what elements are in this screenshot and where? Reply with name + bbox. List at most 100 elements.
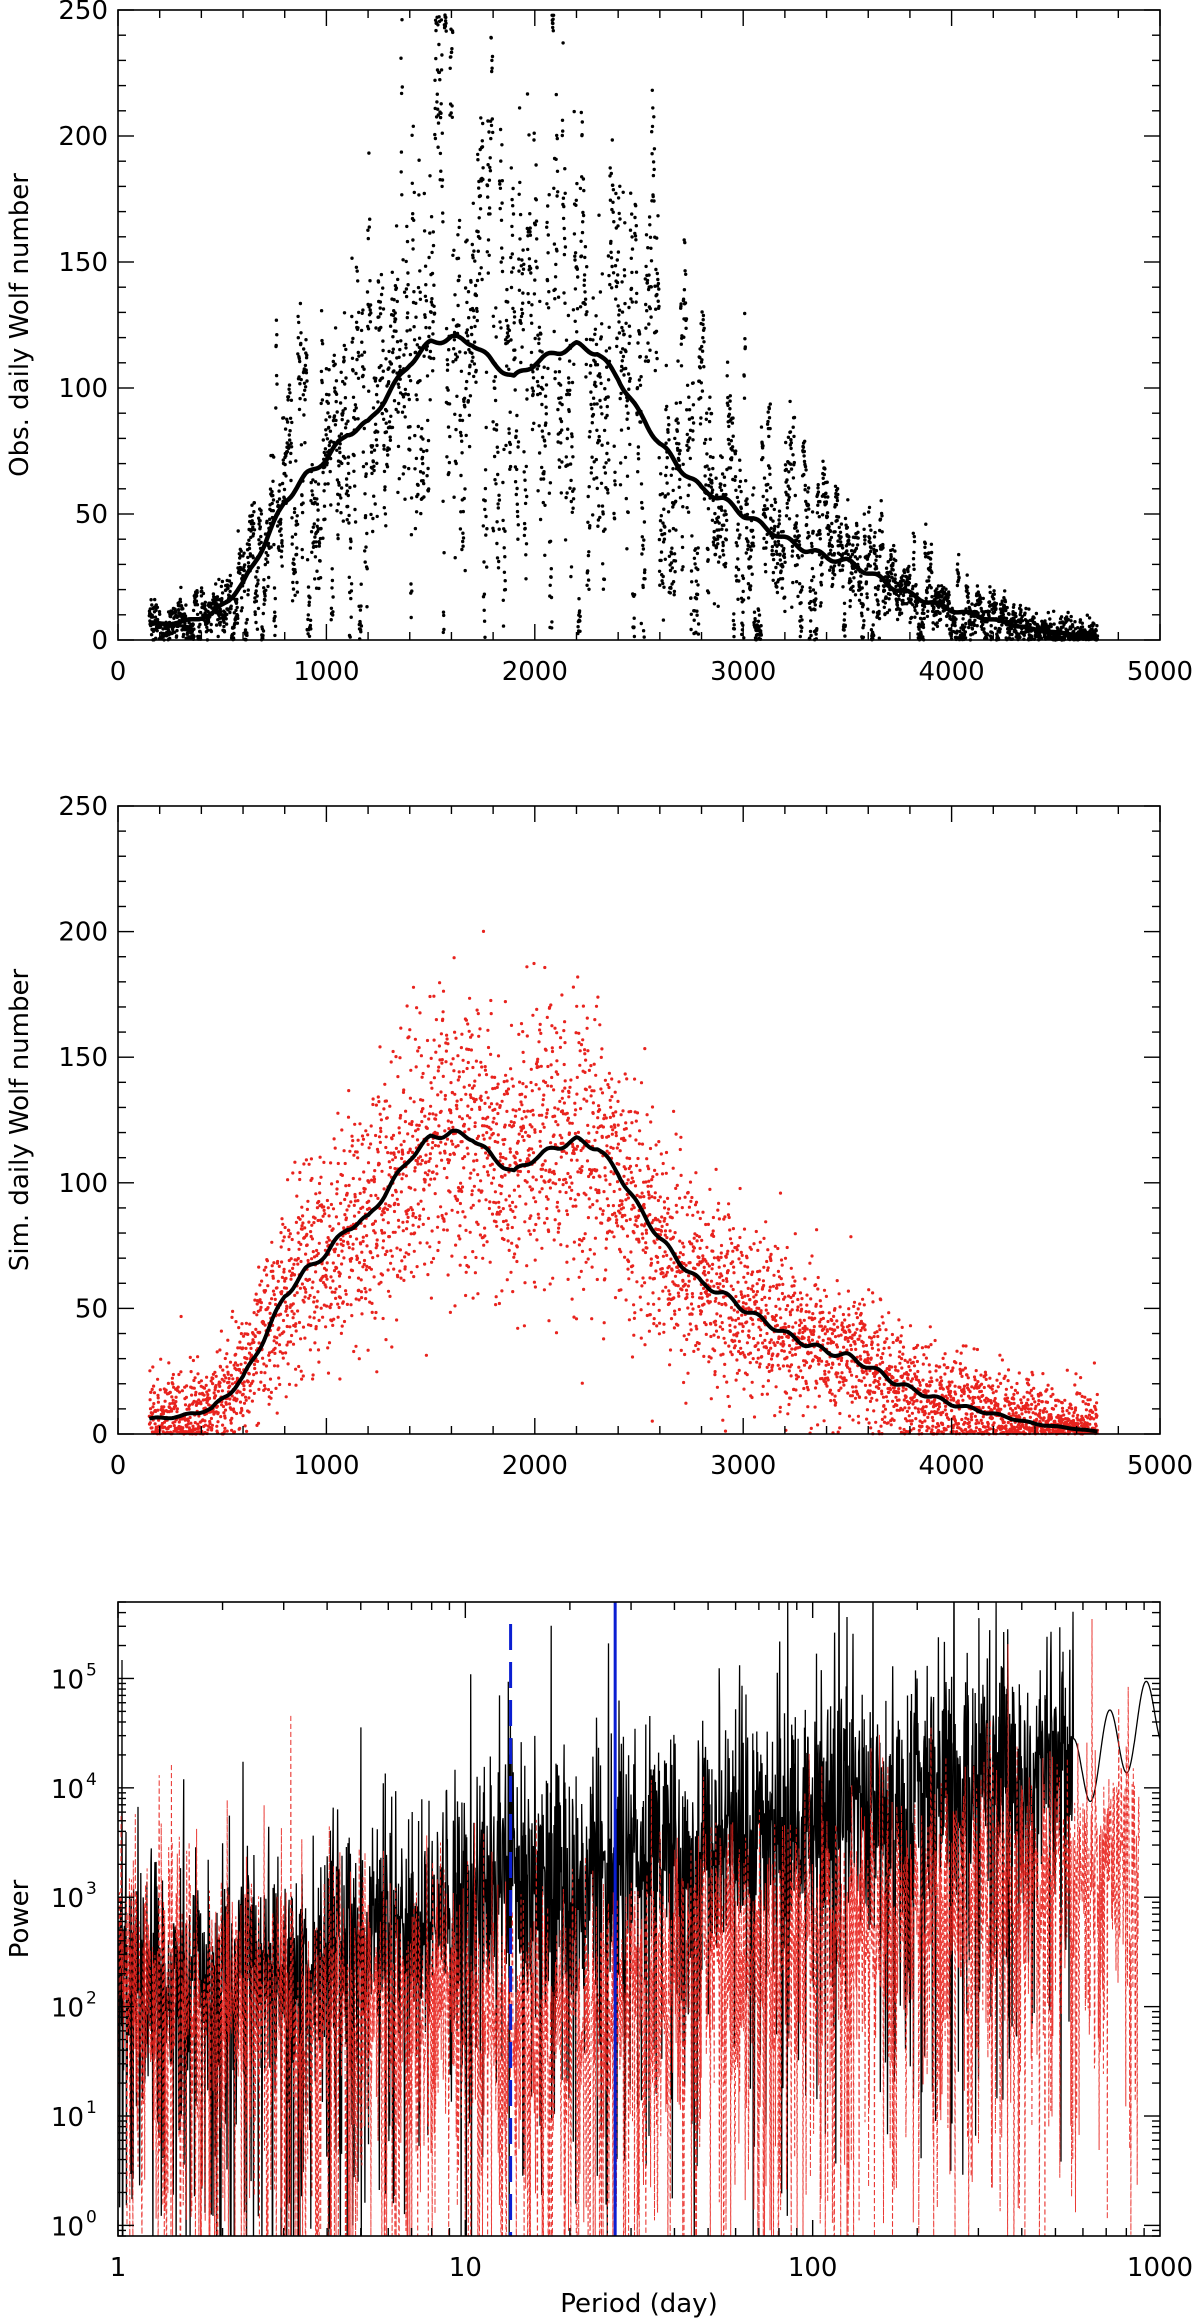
- obs-data-point: [803, 464, 808, 469]
- obs-data-point: [553, 370, 558, 374]
- obs-data-point: [464, 433, 468, 438]
- obs-data-point: [784, 467, 788, 472]
- obs-data-point: [988, 585, 992, 589]
- obs-data-point: [511, 186, 515, 191]
- obs-data-point: [685, 506, 689, 510]
- obs-data-point: [809, 633, 813, 638]
- obs-data-point: [617, 211, 621, 216]
- obs-data-point: [379, 325, 383, 330]
- obs-data-point: [524, 577, 528, 581]
- obs-data-point: [203, 600, 207, 604]
- obs-data-point: [1034, 611, 1039, 616]
- obs-data-point: [580, 230, 585, 235]
- obs-data-point: [801, 445, 806, 449]
- sim-data-point: [193, 1376, 197, 1380]
- obs-data-point: [966, 599, 971, 603]
- obs-data-point: [379, 292, 384, 297]
- obs-data-point: [297, 356, 301, 361]
- obs-data-point: [154, 636, 158, 640]
- obs-data-point: [284, 454, 288, 458]
- obs-data-point: [813, 608, 817, 612]
- obs-data-point: [811, 529, 815, 534]
- obs-data-point: [867, 510, 871, 514]
- obs-data-point: [356, 279, 360, 283]
- obs-data-point: [312, 544, 316, 549]
- obs-data-point: [866, 607, 870, 611]
- obs-data-point: [610, 138, 614, 142]
- obs-data-point: [458, 430, 463, 435]
- obs-data-point: [723, 509, 727, 513]
- obs-data-point: [720, 508, 724, 512]
- obs-data-point: [413, 433, 417, 438]
- obs-data-point: [281, 458, 285, 462]
- obs-data-point: [472, 340, 477, 344]
- obs-data-point: [965, 585, 970, 589]
- obs-data-point: [214, 582, 218, 586]
- obs-data-point: [367, 225, 371, 229]
- obs-data-point: [527, 257, 532, 261]
- obs-data-point: [842, 601, 847, 605]
- obs-data-point: [938, 617, 943, 622]
- obs-data-point: [298, 396, 302, 401]
- obs-data-point: [670, 546, 674, 550]
- obs-data-point: [902, 570, 907, 575]
- obs-data-point: [498, 186, 503, 190]
- obs-data-point: [774, 549, 778, 553]
- obs-data-point: [912, 550, 916, 555]
- sim-data-point: [187, 1407, 191, 1411]
- obs-data-point: [290, 516, 294, 520]
- obs-data-point: [528, 266, 533, 271]
- obs-data-point: [776, 524, 780, 529]
- obs-data-point: [393, 317, 398, 321]
- obs-data-point: [597, 434, 601, 439]
- obs-data-point: [911, 557, 916, 561]
- obs-data-point: [871, 610, 876, 614]
- obs-data-point: [961, 617, 965, 621]
- obs-data-point: [310, 493, 315, 497]
- obs-data-point: [298, 359, 302, 364]
- obs-data-point: [873, 530, 877, 535]
- obs-data-point: [344, 347, 348, 352]
- obs-data-point: [251, 532, 256, 536]
- obs-data-point: [625, 474, 630, 478]
- obs-data-point: [956, 572, 960, 576]
- obs-data-point: [683, 301, 688, 305]
- obs-data-point: [341, 379, 345, 384]
- obs-data-point: [531, 389, 535, 393]
- obs-data-point: [839, 535, 843, 539]
- obs-data-point: [477, 186, 481, 190]
- obs-data-point: [414, 301, 418, 305]
- obs-data-point: [222, 620, 226, 624]
- obs-data-point: [591, 296, 595, 300]
- sim-data-point: [196, 1372, 200, 1376]
- obs-data-point: [669, 561, 674, 565]
- obs-data-point: [787, 470, 791, 474]
- obs-data-point: [236, 529, 240, 533]
- obs-data-point: [443, 19, 448, 23]
- obs-data-point: [229, 604, 233, 608]
- obs-data-point: [209, 622, 213, 627]
- obs-data-point: [514, 492, 518, 497]
- obs-data-point: [719, 505, 723, 509]
- obs-data-point: [684, 317, 689, 321]
- obs-data-point: [486, 271, 490, 275]
- obs-data-point: [899, 611, 904, 615]
- obs-data-point: [194, 599, 199, 603]
- obs-data-point: [320, 338, 324, 343]
- obs-data-point: [446, 362, 450, 367]
- obs-data-point: [355, 357, 359, 362]
- obs-data-point: [716, 560, 721, 564]
- obs-data-point: [763, 562, 767, 567]
- obs-data-point: [503, 555, 507, 559]
- obs-data-point: [566, 376, 571, 380]
- obs-data-point: [789, 438, 793, 442]
- obs-data-point: [643, 577, 647, 581]
- obs-data-point: [412, 338, 417, 342]
- obs-data-point: [809, 541, 814, 546]
- obs-data-point: [624, 349, 628, 354]
- obs-data-point: [250, 503, 254, 507]
- obs-data-point: [324, 428, 328, 432]
- obs-data-point: [742, 374, 746, 378]
- obs-data-point: [339, 432, 344, 436]
- obs-data-point: [682, 238, 686, 242]
